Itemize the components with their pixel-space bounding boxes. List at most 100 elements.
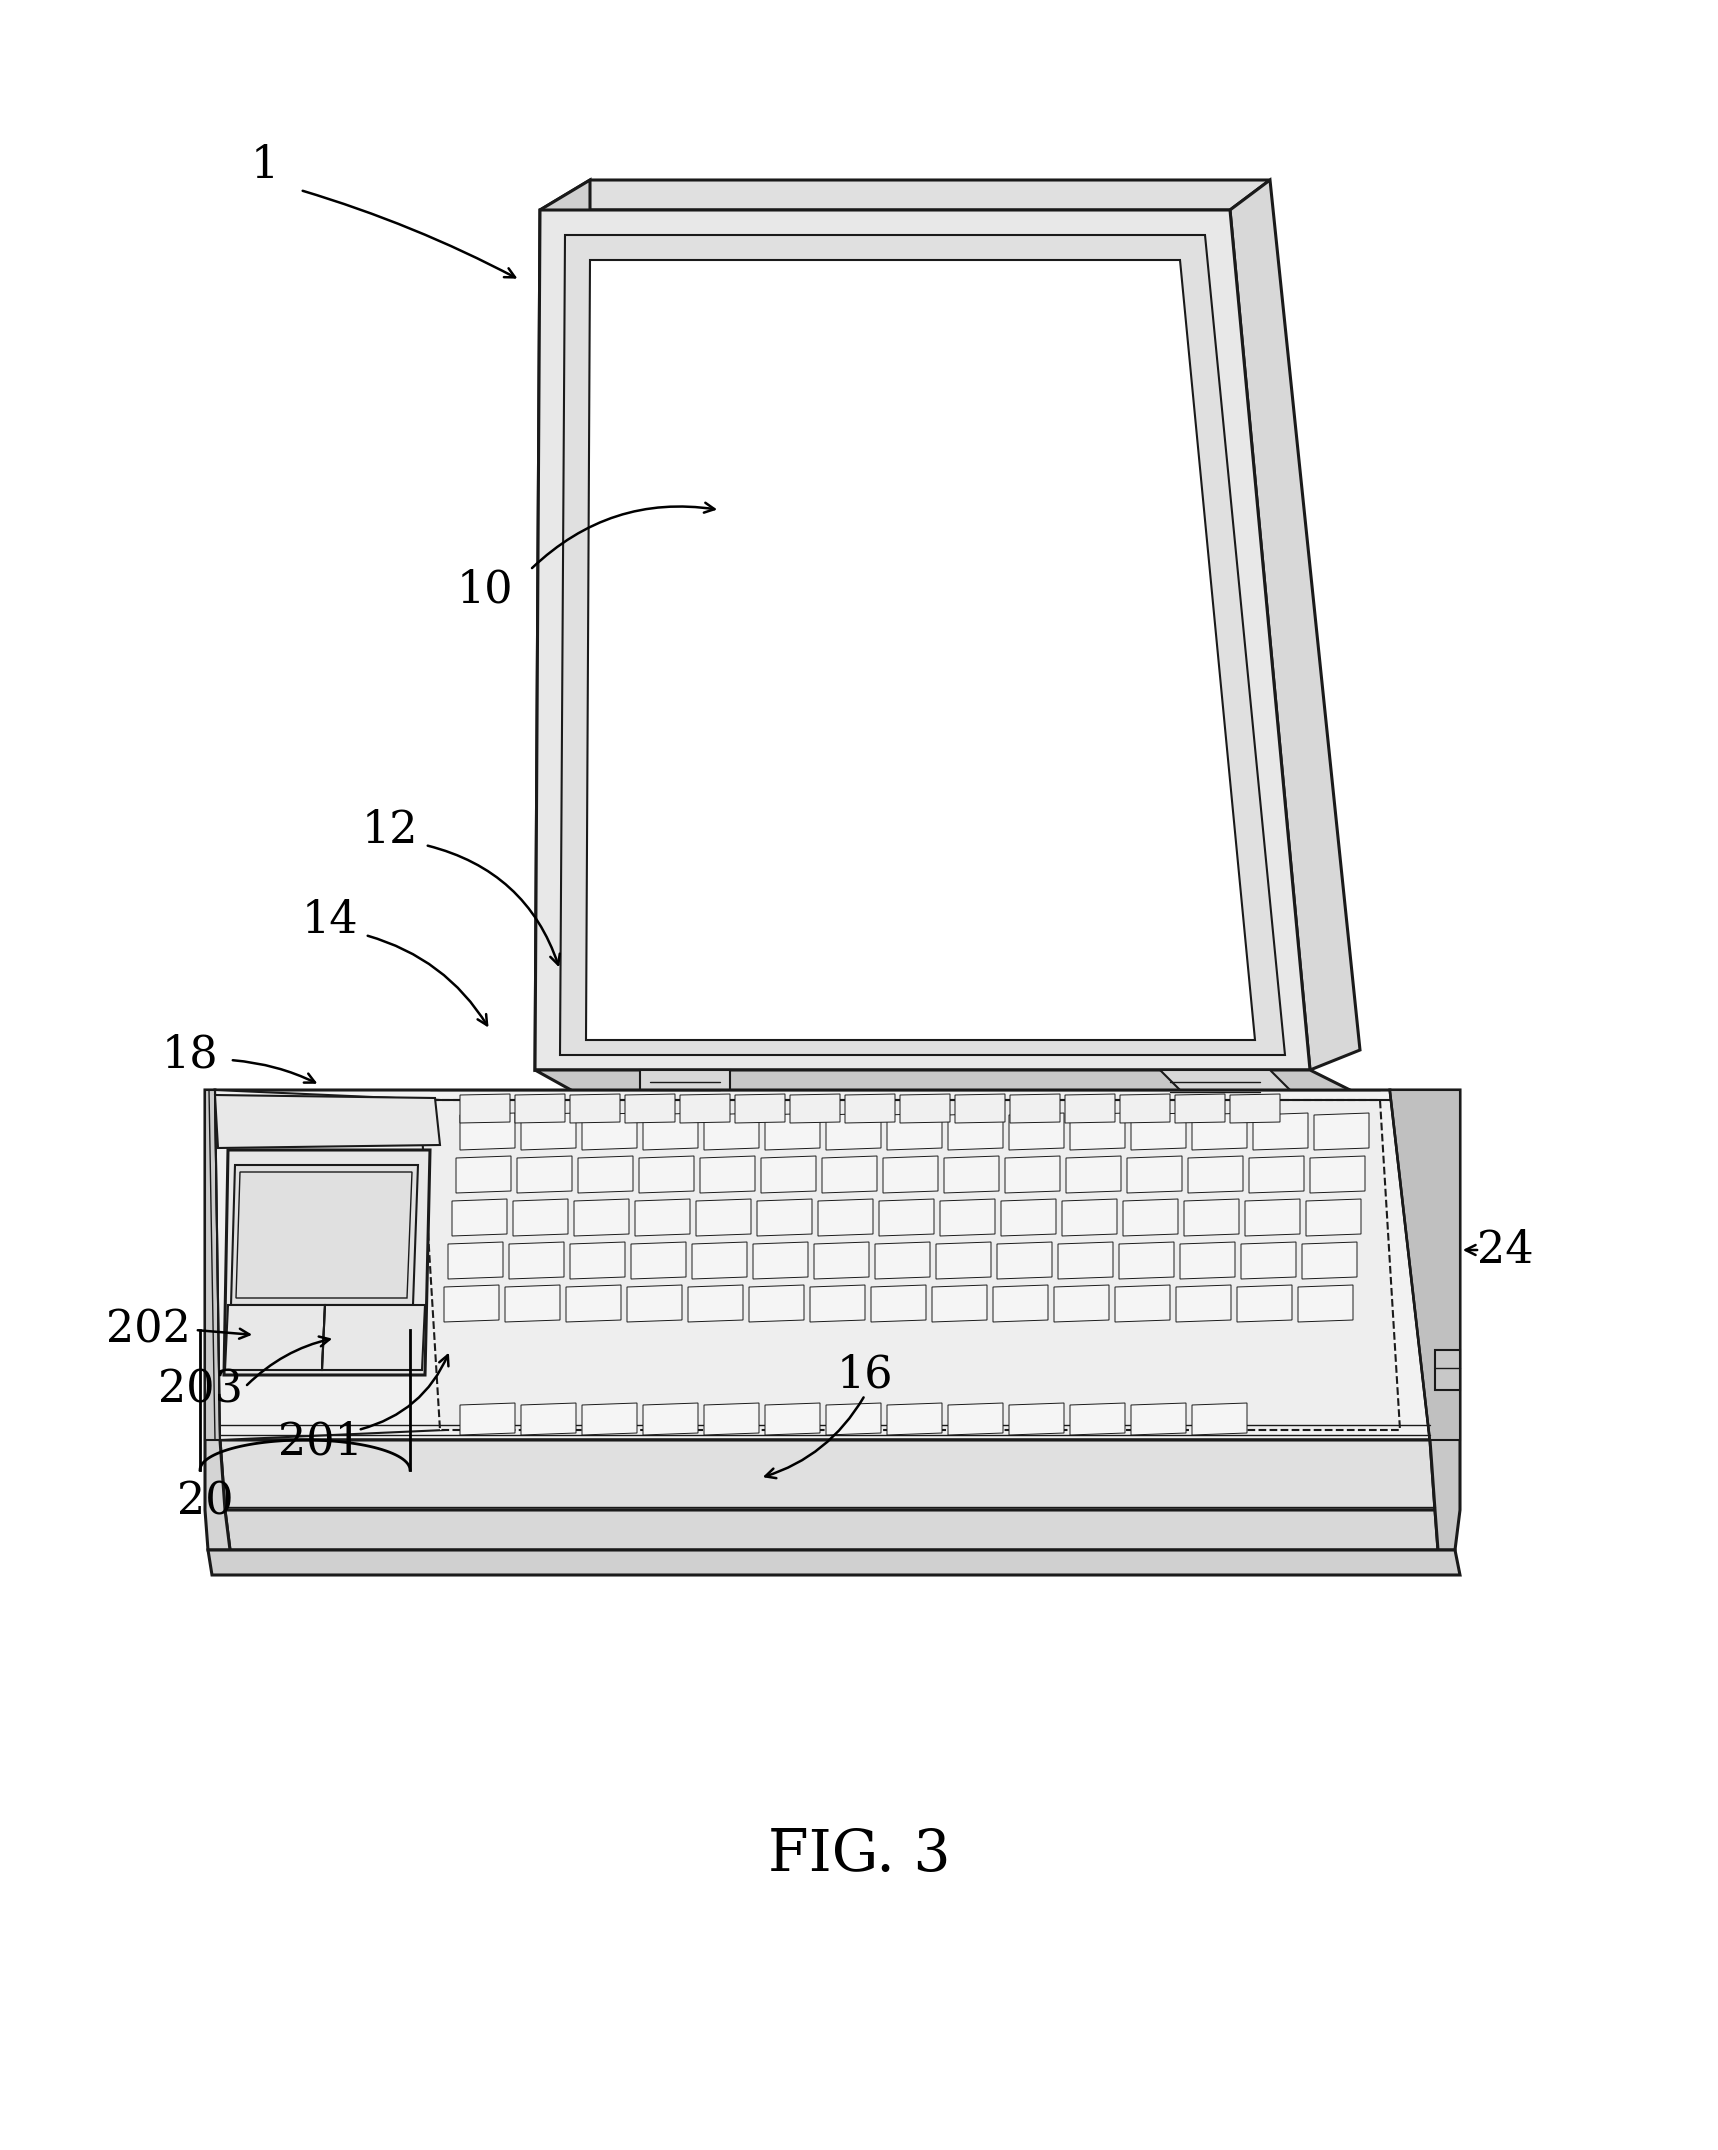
Polygon shape bbox=[1118, 1243, 1173, 1279]
Polygon shape bbox=[931, 1286, 988, 1322]
Polygon shape bbox=[225, 1305, 325, 1370]
Polygon shape bbox=[886, 1114, 941, 1150]
Polygon shape bbox=[704, 1114, 759, 1150]
Polygon shape bbox=[809, 1286, 864, 1322]
Polygon shape bbox=[560, 234, 1285, 1056]
Polygon shape bbox=[826, 1404, 881, 1434]
Polygon shape bbox=[514, 1200, 569, 1236]
Polygon shape bbox=[880, 1200, 935, 1236]
Polygon shape bbox=[1390, 1090, 1460, 1550]
Polygon shape bbox=[565, 1286, 620, 1322]
Polygon shape bbox=[886, 1404, 941, 1434]
Polygon shape bbox=[534, 211, 1311, 1071]
Polygon shape bbox=[1230, 1094, 1280, 1122]
Polygon shape bbox=[883, 1157, 938, 1193]
Polygon shape bbox=[223, 1150, 430, 1376]
Text: 203: 203 bbox=[158, 1367, 242, 1413]
Text: 16: 16 bbox=[837, 1352, 893, 1398]
Polygon shape bbox=[818, 1200, 873, 1236]
Polygon shape bbox=[534, 1071, 1361, 1094]
Polygon shape bbox=[455, 1157, 510, 1193]
Polygon shape bbox=[765, 1404, 819, 1434]
Polygon shape bbox=[582, 1114, 637, 1150]
Polygon shape bbox=[625, 1094, 675, 1122]
Polygon shape bbox=[765, 1114, 819, 1150]
Polygon shape bbox=[1246, 1200, 1301, 1236]
Polygon shape bbox=[1299, 1286, 1354, 1322]
Text: 201: 201 bbox=[278, 1421, 362, 1464]
Polygon shape bbox=[1124, 1200, 1179, 1236]
Polygon shape bbox=[1115, 1286, 1170, 1322]
Polygon shape bbox=[1070, 1404, 1125, 1434]
Polygon shape bbox=[517, 1157, 572, 1193]
Polygon shape bbox=[1252, 1114, 1307, 1150]
Polygon shape bbox=[1180, 1243, 1235, 1279]
Polygon shape bbox=[704, 1404, 759, 1434]
Polygon shape bbox=[936, 1243, 991, 1279]
Polygon shape bbox=[1192, 1404, 1247, 1434]
Polygon shape bbox=[460, 1114, 515, 1150]
Polygon shape bbox=[1240, 1243, 1295, 1279]
Polygon shape bbox=[215, 1094, 440, 1148]
Polygon shape bbox=[1311, 1157, 1366, 1193]
Polygon shape bbox=[996, 1243, 1051, 1279]
Polygon shape bbox=[696, 1200, 751, 1236]
Polygon shape bbox=[1005, 1157, 1060, 1193]
Polygon shape bbox=[758, 1200, 813, 1236]
Polygon shape bbox=[582, 1404, 637, 1434]
Text: 18: 18 bbox=[161, 1034, 218, 1077]
Text: 12: 12 bbox=[362, 808, 417, 851]
Polygon shape bbox=[1130, 1404, 1185, 1434]
Polygon shape bbox=[1008, 1404, 1063, 1434]
Polygon shape bbox=[321, 1305, 424, 1370]
Polygon shape bbox=[574, 1200, 629, 1236]
Polygon shape bbox=[570, 1094, 620, 1122]
Polygon shape bbox=[643, 1114, 698, 1150]
Polygon shape bbox=[1302, 1243, 1357, 1279]
Polygon shape bbox=[761, 1157, 816, 1193]
Polygon shape bbox=[1065, 1094, 1115, 1122]
Text: 24: 24 bbox=[1477, 1228, 1532, 1271]
Polygon shape bbox=[1160, 1071, 1295, 1094]
Polygon shape bbox=[225, 1509, 1438, 1550]
Polygon shape bbox=[1435, 1350, 1460, 1391]
Polygon shape bbox=[515, 1094, 565, 1122]
Polygon shape bbox=[874, 1243, 929, 1279]
Polygon shape bbox=[1065, 1157, 1122, 1193]
Polygon shape bbox=[419, 1101, 1400, 1430]
Polygon shape bbox=[208, 1550, 1460, 1576]
Polygon shape bbox=[1062, 1200, 1117, 1236]
Polygon shape bbox=[1230, 181, 1361, 1071]
Polygon shape bbox=[521, 1114, 576, 1150]
Polygon shape bbox=[460, 1094, 510, 1122]
Polygon shape bbox=[1192, 1114, 1247, 1150]
Polygon shape bbox=[940, 1200, 995, 1236]
Polygon shape bbox=[636, 1200, 691, 1236]
Polygon shape bbox=[1058, 1243, 1113, 1279]
Polygon shape bbox=[826, 1114, 881, 1150]
Polygon shape bbox=[204, 1090, 230, 1550]
Polygon shape bbox=[570, 1243, 625, 1279]
Polygon shape bbox=[680, 1094, 730, 1122]
Polygon shape bbox=[505, 1286, 560, 1322]
Polygon shape bbox=[521, 1404, 576, 1434]
Polygon shape bbox=[687, 1286, 742, 1322]
Polygon shape bbox=[1249, 1157, 1304, 1193]
Polygon shape bbox=[627, 1286, 682, 1322]
Polygon shape bbox=[1127, 1157, 1182, 1193]
Text: 20: 20 bbox=[177, 1481, 234, 1524]
Polygon shape bbox=[814, 1243, 869, 1279]
Polygon shape bbox=[1130, 1114, 1185, 1150]
Polygon shape bbox=[948, 1114, 1003, 1150]
Polygon shape bbox=[752, 1243, 807, 1279]
Polygon shape bbox=[1184, 1200, 1239, 1236]
Polygon shape bbox=[215, 1090, 445, 1440]
Polygon shape bbox=[735, 1094, 785, 1122]
Polygon shape bbox=[631, 1243, 685, 1279]
Polygon shape bbox=[639, 1157, 694, 1193]
Polygon shape bbox=[1177, 1286, 1232, 1322]
Polygon shape bbox=[1120, 1094, 1170, 1122]
Polygon shape bbox=[1237, 1286, 1292, 1322]
Polygon shape bbox=[534, 181, 589, 1071]
Polygon shape bbox=[749, 1286, 804, 1322]
